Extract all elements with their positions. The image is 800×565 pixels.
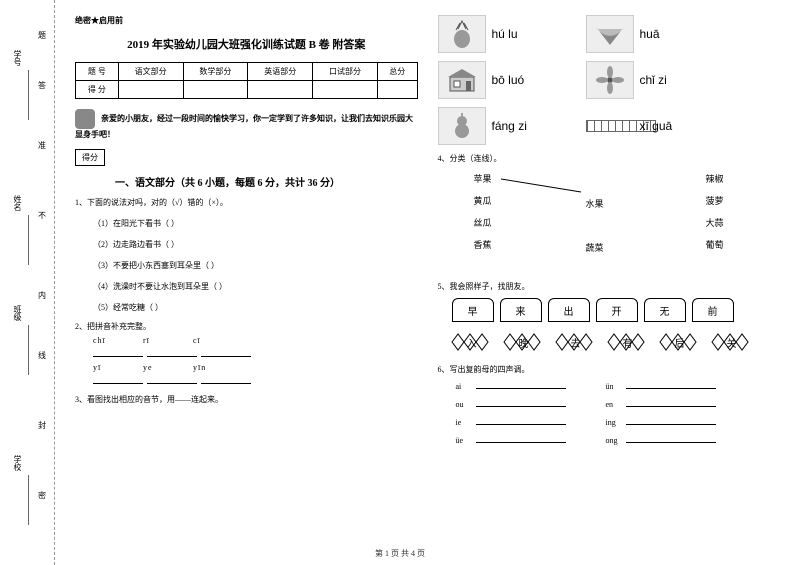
spine-marker: 不	[38, 210, 46, 221]
spine-line	[28, 215, 29, 265]
q2: 2、把拼音补充完整。	[75, 321, 418, 332]
tone-blank[interactable]	[476, 433, 566, 443]
spine-label: 学校	[12, 455, 23, 471]
th: 语文部分	[118, 63, 183, 81]
tone-label: ong	[606, 436, 626, 445]
page-footer: 第 1 页 共 4 页	[0, 548, 800, 559]
pineapple-icon	[438, 15, 486, 53]
q5: 5、我会照样子，找朋友。	[438, 281, 781, 292]
left-column: 绝密★启用前 2019 年实验幼儿园大班强化训练试题 B 卷 附答案 题 号 语…	[65, 15, 428, 555]
tone-label: ai	[456, 382, 476, 391]
spine-marker: 密	[38, 490, 46, 501]
spine-label: 学号	[12, 50, 23, 66]
th: 口试部分	[313, 63, 378, 81]
spine-marker: 准	[38, 140, 46, 151]
td[interactable]	[183, 81, 248, 99]
star-row: 入 晚 去 有 后 关	[448, 328, 781, 356]
q1-item: （5）经常吃糖（ ）	[93, 302, 418, 313]
tone-blank[interactable]	[626, 397, 716, 407]
spine-marker: 内	[38, 290, 46, 301]
section-title: 一、语文部分（共 6 小题，每题 6 分，共计 36 分）	[115, 174, 418, 189]
td[interactable]	[248, 81, 313, 99]
right-column: hú lu huā bō luó chǐ zi fáng zi xī guā 4…	[428, 15, 791, 555]
star: 有	[604, 328, 652, 356]
tone-label: ün	[606, 382, 626, 391]
star: 后	[656, 328, 704, 356]
greeting-text: 亲爱的小朋友，经过一段时间的愉快学习，你一定学到了许多知识，让我们去知识乐园大显…	[75, 114, 413, 139]
spine-marker: 封	[38, 420, 46, 431]
tone-label: en	[606, 400, 626, 409]
td: 得 分	[76, 81, 119, 99]
spine-marker: 答	[38, 80, 46, 91]
pinyin: bō luó	[492, 73, 582, 87]
cloud: 早	[452, 298, 494, 322]
exam-title: 2019 年实验幼儿园大班强化训练试题 B 卷 附答案	[75, 36, 418, 52]
star: 晚	[500, 328, 548, 356]
tone-label: ing	[606, 418, 626, 427]
q1-item: （3）不要把小东西塞到耳朵里（ ）	[93, 260, 418, 271]
star: 去	[552, 328, 600, 356]
td[interactable]	[118, 81, 183, 99]
spine-label: 班级	[12, 305, 23, 321]
td[interactable]	[377, 81, 417, 99]
watermelon-slice-icon	[586, 15, 634, 53]
tone-blank[interactable]	[626, 379, 716, 389]
tone-blank[interactable]	[476, 379, 566, 389]
tone-grid: ai ün ou en ie ing üe ong	[456, 379, 781, 445]
image-grid: hú lu huā bō luó chǐ zi fáng zi xī guā	[438, 15, 781, 145]
tone-blank[interactable]	[626, 415, 716, 425]
connect-line	[456, 168, 781, 273]
tone-label: ie	[456, 418, 476, 427]
gourd-icon	[438, 107, 486, 145]
cloud: 出	[548, 298, 590, 322]
secret-label: 绝密★启用前	[75, 15, 418, 26]
q6: 6、写出复韵母的四声调。	[438, 364, 781, 375]
spine-label: 姓名	[12, 195, 23, 211]
q1: 1、下面的说法对吗，对的（√）错的（×）。	[75, 197, 418, 208]
q1-item: （2）边走路边看书（ ）	[93, 239, 418, 250]
pinyin-row: yīyeyīn	[93, 363, 418, 372]
score-table: 题 号 语文部分 数学部分 英语部分 口试部分 总分 得 分	[75, 62, 418, 99]
flower-icon	[586, 61, 634, 99]
tone-blank[interactable]	[476, 397, 566, 407]
cloud: 来	[500, 298, 542, 322]
cloud-row: 早 来 出 开 无 前	[452, 298, 781, 322]
th: 总分	[377, 63, 417, 81]
q1-item: （1）在阳光下看书（ ）	[93, 218, 418, 229]
spine-marker: 线	[38, 350, 46, 361]
pinyin-row: chīrīcī	[93, 336, 418, 345]
greeting: 亲爱的小朋友，经过一段时间的愉快学习，你一定学到了许多知识，让我们去知识乐园大显…	[75, 109, 418, 141]
pinyin: hú lu	[492, 27, 582, 41]
blank-row[interactable]	[93, 347, 418, 359]
th: 英语部分	[248, 63, 313, 81]
connect-exercise: 苹果 黄瓜 丝瓜 香蕉 水果 蔬菜 辣椒 菠萝 大蒜 葡萄	[456, 168, 781, 273]
cloud: 开	[596, 298, 638, 322]
tone-label: ou	[456, 400, 476, 409]
tone-label: üe	[456, 436, 476, 445]
tone-blank[interactable]	[476, 415, 566, 425]
spine-line	[28, 475, 29, 525]
q4: 4、分类（连线）。	[438, 153, 781, 164]
star: 关	[708, 328, 756, 356]
spine-line	[28, 70, 29, 120]
td[interactable]	[313, 81, 378, 99]
pinyin: chǐ zi	[640, 73, 720, 87]
star: 入	[448, 328, 496, 356]
pinyin: huā	[640, 27, 720, 41]
blank-row[interactable]	[93, 374, 418, 386]
cartoon-icon	[75, 109, 95, 129]
q3: 3、看图找出相应的音节，用——连起来。	[75, 394, 418, 405]
spine-marker: 题	[38, 30, 46, 41]
house-icon	[438, 61, 486, 99]
cloud: 前	[692, 298, 734, 322]
th: 题 号	[76, 63, 119, 81]
tone-blank[interactable]	[626, 433, 716, 443]
q1-item: （4）洗澡时不要让水泡到耳朵里（ ）	[93, 281, 418, 292]
pinyin: fáng zi	[492, 119, 582, 133]
cloud: 无	[644, 298, 686, 322]
score-box: 得分	[75, 149, 105, 166]
th: 数学部分	[183, 63, 248, 81]
pinyin: xī guā	[640, 119, 720, 133]
spine-line	[28, 325, 29, 375]
